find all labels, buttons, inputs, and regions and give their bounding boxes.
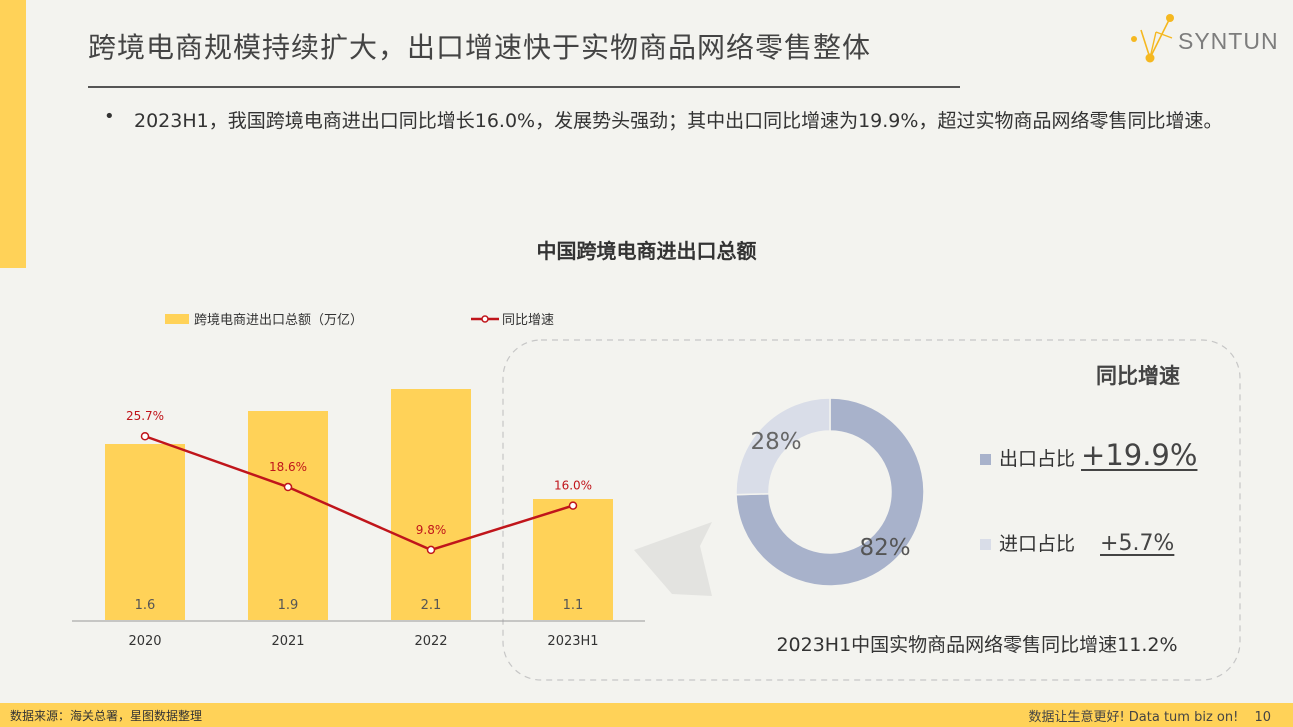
bar [105,444,185,620]
bar [533,499,613,620]
page-number: 10 [1254,710,1271,725]
legend-line-marker [481,315,489,323]
x-tick-label: 2022 [414,634,447,649]
dashed-callout-frame [502,339,1241,681]
footer-slogan: 数据让生意更好! Data tum biz on! [1028,710,1239,725]
growth-marker [283,482,293,492]
import-share-stat: 进口占比 +5.7% [980,529,1174,556]
growth-marker [426,545,436,555]
export-share-stat: 出口占比 +19.9% [980,438,1197,472]
import-legend-swatch [980,539,991,550]
bar-value-label: 1.1 [563,598,584,613]
import-growth-value: +5.7% [1100,531,1175,556]
donut-slice-export [735,397,925,587]
growth-line [144,435,574,552]
legend-bar-swatch [165,314,189,324]
growth-label: 16.0% [554,479,592,493]
donut-label-export: 82% [859,535,910,561]
growth-label: 18.6% [269,460,307,474]
growth-marker [140,431,150,441]
bar-value-label: 1.9 [278,598,299,613]
bar [248,411,328,620]
export-legend-swatch [980,454,991,465]
syntun-logo-icon [1131,14,1174,63]
callout-arrow [634,522,712,596]
bar-value-label: 2.1 [421,598,442,613]
retail-growth-caption: 2023H1中国实物商品网络零售同比增速11.2% [776,634,1177,656]
export-growth-value: +19.9% [1081,438,1198,472]
bar [391,389,471,620]
title-underline [88,86,960,88]
data-source: 数据来源：海关总署，星图数据整理 [10,709,203,723]
logo-text: SYNTUN [1178,28,1279,54]
chart-title: 中国跨境电商进出口总额 [536,239,757,263]
growth-marker [568,501,578,510]
footer-right: 数据让生意更好! Data tum biz on! 10 [1028,706,1271,725]
left-accent-bar [0,0,26,268]
legend-bar-label: 跨境电商进出口总额（万亿） [194,313,363,328]
x-tick-label: 2020 [128,634,161,649]
footer-bar [0,703,1293,727]
growth-label: 9.8% [416,523,447,537]
donut-slice-import [735,397,831,496]
growth-heading: 同比增速 [1096,364,1180,388]
bar-value-label: 1.6 [135,598,156,613]
legend-line-label: 同比增速 [502,313,554,328]
donut-label-import: 28% [750,429,801,455]
chart-canvas: 跨境电商进出口总额（万亿） 同比增速 1.6 1.9 2.1 1.1 2020 2021 202… [72,313,1241,681]
bullet-dot: • [104,106,115,127]
slide-title: 跨境电商规模持续扩大，出口增速快于实物商品网络零售整体 [88,31,872,64]
export-share-label: 出口占比 [999,448,1076,470]
x-tick-label: 2021 [271,634,304,649]
bullet-text: 2023H1，我国跨境电商进出口同比增长16.0%，发展势头强劲；其中出口同比增… [134,110,1223,132]
x-tick-label: 2023H1 [547,634,598,649]
growth-label: 25.7% [126,409,164,423]
import-share-label: 进口占比 [999,533,1076,555]
